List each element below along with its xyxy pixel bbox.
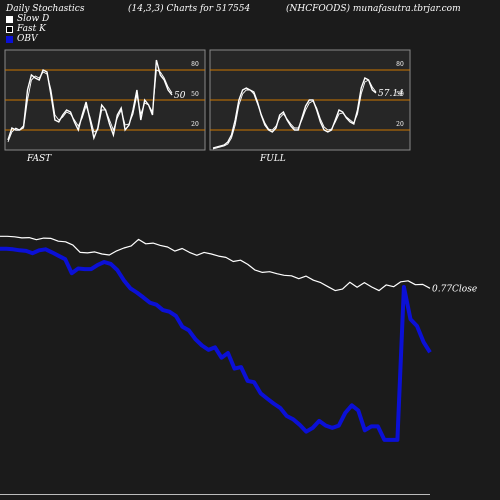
legend-fast-k: Fast K bbox=[6, 24, 46, 34]
fast-value-label: 50 bbox=[174, 91, 186, 101]
fast-ytick-label: 80 bbox=[191, 61, 199, 68]
fast-ytick-label: 20 bbox=[191, 121, 199, 128]
full-ytick-label: 80 bbox=[396, 61, 404, 68]
legend-label: Fast K bbox=[17, 24, 46, 34]
full-ytick-label: 50 bbox=[396, 91, 404, 98]
chart-title: Daily Stochastics bbox=[6, 4, 85, 14]
full-slow-d-line bbox=[212, 77, 377, 149]
obv-line bbox=[0, 246, 432, 442]
close-value-label: 0.77Close bbox=[432, 284, 477, 294]
legend-obv: OBV bbox=[6, 34, 38, 44]
obv-swatch bbox=[6, 35, 13, 43]
fast-ytick-label: 50 bbox=[191, 91, 199, 98]
close-price-line bbox=[0, 235, 431, 292]
legend-label: OBV bbox=[17, 34, 38, 44]
source-label: (NHCFOODS) munafasutra.tbrjar.com bbox=[286, 4, 461, 14]
legend-slow-d: Slow D bbox=[6, 14, 49, 24]
full-value-label: 57.14 bbox=[378, 89, 404, 99]
legend-label: Slow D bbox=[17, 14, 50, 24]
fast-fast-k-line bbox=[7, 69, 173, 143]
fast-panel-label: FAST bbox=[26, 154, 52, 164]
fast-k-swatch bbox=[6, 25, 13, 33]
chart-subtitle: (14,3,3) Charts for 517554 bbox=[128, 4, 251, 14]
fast-slow-d-line bbox=[7, 59, 173, 141]
full-fast-k-line bbox=[212, 79, 377, 150]
full-ytick-label: 20 bbox=[396, 121, 404, 128]
full-panel-label: FULL bbox=[259, 154, 286, 164]
slow-d-swatch bbox=[6, 15, 13, 23]
